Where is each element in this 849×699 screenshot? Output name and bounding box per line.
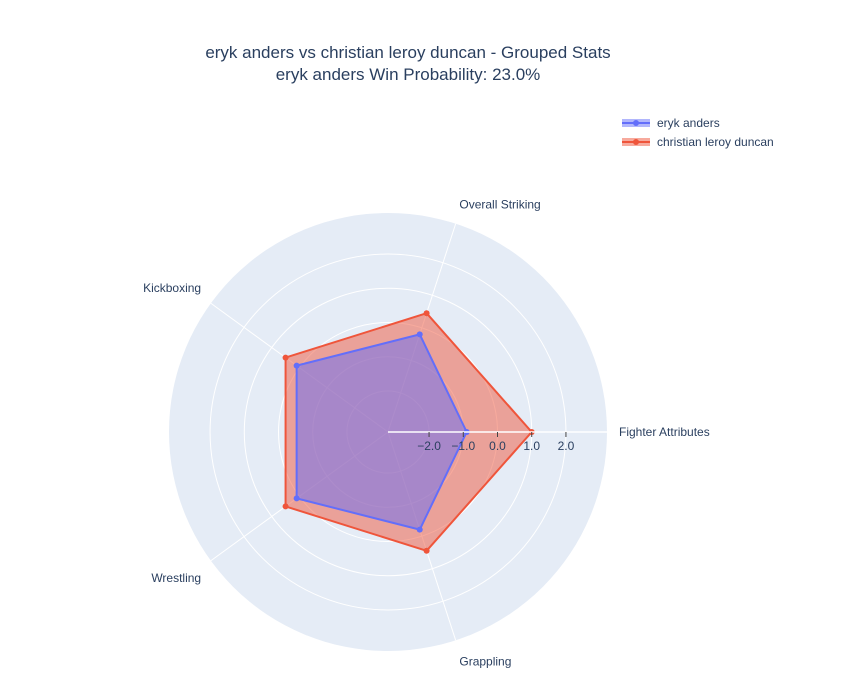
legend-marker-1 xyxy=(633,139,639,145)
series-1-point-2 xyxy=(282,354,289,361)
series-1-point-1 xyxy=(423,310,430,317)
angular-axis-labels: Fighter Attributes Overall Striking Kickbo… xyxy=(143,197,710,668)
radial-tick-label-1: −1.0 xyxy=(451,439,475,453)
radial-tick-label-0: −2.0 xyxy=(417,439,441,453)
radial-ticks: −2.0 −1.0 0.0 1.0 2.0 xyxy=(388,431,607,453)
legend-label-0: eryk anders xyxy=(657,116,720,130)
legend-item-1[interactable]: christian leroy duncan xyxy=(622,135,774,149)
chart-subtitle: eryk anders Win Probability: 23.0% xyxy=(276,65,541,84)
axis-label-2: Kickboxing xyxy=(143,281,201,295)
axis-label-4: Grappling xyxy=(459,655,511,669)
axis-label-1: Overall Striking xyxy=(459,197,540,211)
series-0-point-1 xyxy=(416,331,423,338)
axis-label-0: Fighter Attributes xyxy=(619,425,710,439)
series-1-point-4 xyxy=(423,547,430,554)
axis-label-3: Wrestling xyxy=(151,571,201,585)
legend-item-0[interactable]: eryk anders xyxy=(622,116,720,130)
legend-marker-0 xyxy=(633,120,639,126)
series-0-point-3 xyxy=(293,495,300,502)
series-0-point-4 xyxy=(416,526,423,533)
radial-tick-label-2: 0.0 xyxy=(489,439,506,453)
series-area-0 xyxy=(295,333,468,531)
legend-label-1: christian leroy duncan xyxy=(657,135,774,149)
series-0-point-2 xyxy=(293,362,300,369)
series-1-point-3 xyxy=(282,503,289,510)
radial-tick-label-4: 2.0 xyxy=(558,439,575,453)
radial-tick-label-3: 1.0 xyxy=(523,439,540,453)
legend[interactable]: eryk anders christian leroy duncan xyxy=(622,116,774,149)
chart-title: eryk anders vs christian leroy duncan - … xyxy=(205,43,610,62)
